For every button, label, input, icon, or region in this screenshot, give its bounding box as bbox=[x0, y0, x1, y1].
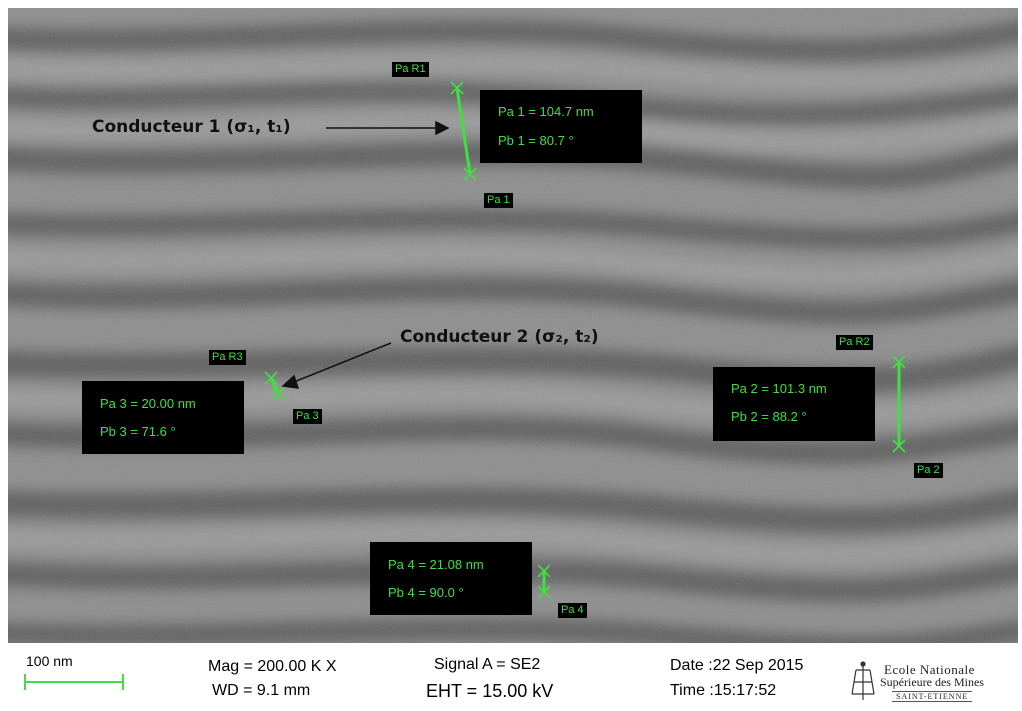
readout-angle-3: Pb 3 = 71.6 ° bbox=[100, 424, 176, 439]
callout-arrow-2 bbox=[281, 342, 392, 389]
institution-logo: Ecole Nationale Supérieure des Mines SAI… bbox=[878, 658, 1018, 704]
institution-name-line3: SAINT-ETIENNE bbox=[892, 691, 973, 702]
institution-name-line2: Supérieure des Mines bbox=[880, 675, 984, 689]
measure-line-3 bbox=[264, 371, 285, 401]
sem-info-bar: 100 nm Mag = 200.00 K X WD = 9.1 mm Sign… bbox=[8, 646, 1018, 706]
magnification: Mag = 200.00 K X bbox=[208, 658, 337, 675]
measure-readout-4: Pa 4 = 21.08 nm Pb 4 = 90.0 ° bbox=[370, 542, 532, 615]
institution-logo-icon bbox=[851, 661, 875, 700]
callout-conducteur-1: Conducteur 1 (σ₁, t₁) bbox=[92, 117, 291, 137]
institution-name-line1: Ecole Nationale bbox=[884, 662, 975, 677]
readout-angle-4: Pb 4 = 90.0 ° bbox=[388, 585, 464, 600]
measure-ref-label-1: Pa R1 bbox=[392, 62, 429, 77]
readout-length-3: Pa 3 = 20.00 nm bbox=[100, 396, 196, 411]
measure-end-label-4: Pa 4 bbox=[558, 603, 587, 618]
measure-ref-label-3: Pa R3 bbox=[209, 350, 246, 365]
measure-end-label-3: Pa 3 bbox=[293, 409, 322, 424]
measure-end-label-2: Pa 2 bbox=[914, 463, 943, 478]
callout-conducteur-2: Conducteur 2 (σ₂, t₂) bbox=[400, 327, 599, 347]
signal: Signal A = SE2 bbox=[434, 656, 541, 673]
measure-line-4 bbox=[537, 564, 551, 599]
readout-length-4: Pa 4 = 21.08 nm bbox=[388, 557, 484, 572]
scale-bar-label: 100 nm bbox=[26, 653, 73, 669]
measure-line-1 bbox=[450, 81, 477, 181]
readout-length-2: Pa 2 = 101.3 nm bbox=[731, 381, 827, 396]
date: Date :22 Sep 2015 bbox=[670, 657, 804, 674]
working-distance: WD = 9.1 mm bbox=[212, 682, 311, 699]
measure-line-2 bbox=[892, 355, 906, 453]
readout-angle-1: Pb 1 = 80.7 ° bbox=[498, 133, 574, 148]
measure-ref-label-2: Pa R2 bbox=[836, 335, 873, 350]
measure-end-label-1: Pa 1 bbox=[484, 193, 513, 208]
scale-bar bbox=[24, 674, 124, 690]
callout-arrow-1 bbox=[326, 120, 450, 136]
measure-readout-1: Pa 1 = 104.7 nm Pb 1 = 80.7 ° bbox=[480, 90, 642, 163]
eht-voltage: EHT = 15.00 kV bbox=[426, 681, 554, 701]
measure-readout-2: Pa 2 = 101.3 nm Pb 2 = 88.2 ° bbox=[713, 367, 875, 441]
readout-angle-2: Pb 2 = 88.2 ° bbox=[731, 409, 807, 424]
readout-length-1: Pa 1 = 104.7 nm bbox=[498, 104, 594, 119]
time: Time :15:17:52 bbox=[670, 682, 777, 699]
measure-readout-3: Pa 3 = 20.00 nm Pb 3 = 71.6 ° bbox=[82, 381, 244, 454]
